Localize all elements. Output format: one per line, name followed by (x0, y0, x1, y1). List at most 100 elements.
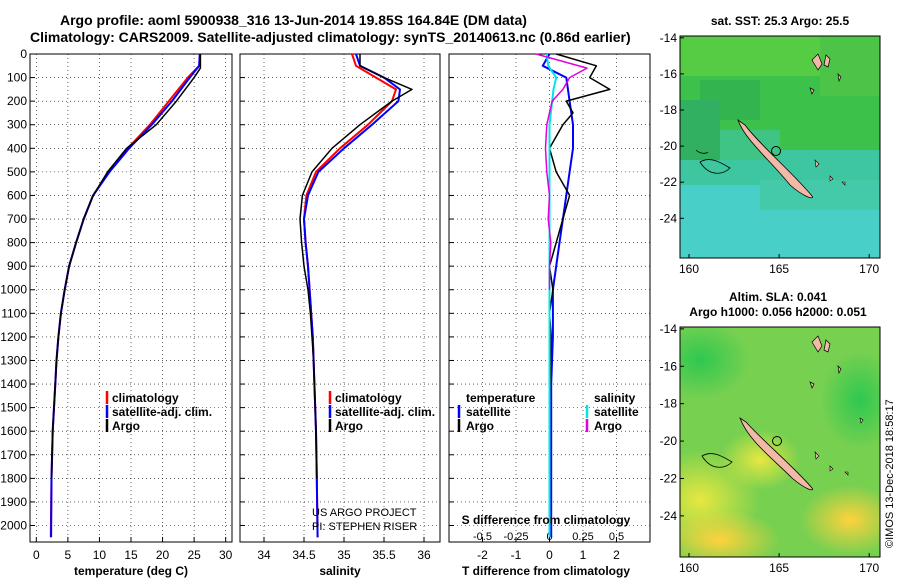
figure-title-line2: Climatology: CARS2009. Satellite-adjuste… (30, 29, 631, 45)
x-tick-label: 5 (65, 548, 72, 562)
legend-satellite-label: satellite-adj. clim. (335, 405, 435, 419)
map-x-tick-label: 165 (769, 561, 789, 575)
sst-map-image (680, 36, 880, 258)
imos-timestamp: ©IMOS 13-Dec-2018 18:58:17 (884, 399, 896, 548)
difference-xlabel: T difference from climatology (462, 564, 630, 578)
depth-tick-label: 1600 (0, 424, 27, 438)
sst-map-title: sat. SST: 25.3 Argo: 25.5 (711, 14, 850, 28)
x-tick-label: 2 (613, 548, 620, 562)
legend-argo-label: Argo (112, 419, 140, 433)
depth-tick-label: 1200 (0, 330, 27, 344)
x-tick-label: 0 (546, 548, 553, 562)
s-tick-label: 0.5 (609, 531, 624, 543)
depth-tick-label: 900 (7, 259, 27, 273)
salinity-series (299, 53, 413, 538)
legend-t-argo-label: Argo (466, 419, 494, 433)
depth-tick-label: 500 (7, 165, 27, 179)
map-y-tick-label: -20 (660, 139, 678, 153)
map-y-tick-label: -22 (660, 471, 678, 485)
temperature-grid (30, 53, 232, 542)
x-tick-label: 10 (93, 548, 107, 562)
sla-map-frame (679, 326, 881, 558)
sst-map-frame (679, 35, 881, 259)
depth-tick-label: 1000 (0, 283, 27, 297)
salinity-xlabel: salinity (319, 564, 361, 578)
difference-xlabel-top: S difference from climatology (462, 513, 631, 527)
salinity-legend: climatology satellite-adj. clim. Argo (328, 391, 435, 433)
sla-float-marker (772, 436, 782, 446)
x-tick-label: 25 (187, 548, 201, 562)
x-tick-label: 20 (156, 548, 170, 562)
depth-tick-label: 1800 (0, 471, 27, 485)
legend-t-satellite-label: satellite (466, 405, 511, 419)
depth-tick-label: 800 (7, 236, 27, 250)
legend-s-argo-label: Argo (594, 419, 622, 433)
map-x-tick-label: 165 (769, 262, 789, 276)
s-tick-label: 0.25 (572, 531, 593, 543)
map-x-tick-label: 170 (859, 561, 879, 575)
figure-title-line1: Argo profile: aoml 5900938_316 13-Jun-20… (60, 12, 527, 28)
sla-map-subtitle: Argo h1000: 0.056 h2000: 0.051 (689, 305, 867, 319)
legend-salinity-header: salinity (594, 391, 636, 405)
sst-map-axis: 160 165 170 -14 -16 -18 -20 -22 -24 (660, 31, 880, 276)
legend-s-satellite-label: satellite (594, 405, 639, 419)
depth-tick-label: 2000 (0, 518, 27, 532)
map-y-tick-label: -18 (660, 397, 678, 411)
map-y-tick-label: -18 (660, 103, 678, 117)
sla-map-image (680, 327, 880, 557)
project-credit: US ARGO PROJECT (312, 507, 417, 519)
depth-tick-label: 200 (7, 94, 27, 108)
pi-credit: PI: STEPHEN RISER (312, 521, 417, 533)
series-line-s-argo (535, 53, 588, 290)
difference-legend: temperature satellite Argo salinity sate… (457, 391, 639, 433)
legend-argo-label: Argo (335, 419, 363, 433)
x-tick-label: 1 (580, 548, 587, 562)
map-x-tick-label: 160 (679, 262, 699, 276)
x-tick-label: 30 (219, 548, 233, 562)
legend-climatology-label: climatology (112, 391, 179, 405)
legend-satellite-label: satellite-adj. clim. (112, 405, 212, 419)
salinity-axis: 34 34.5 35 35.5 36 (240, 53, 431, 562)
map-y-tick-label: -16 (660, 359, 678, 373)
temperature-series (49, 53, 202, 538)
s-tick-label: -0.5 (473, 531, 492, 543)
depth-tick-label: 1900 (0, 495, 27, 509)
depth-tick-label: 300 (7, 118, 27, 132)
depth-tick-label: 600 (7, 188, 27, 202)
salinity-panel (239, 53, 441, 543)
map-y-tick-label: -24 (660, 211, 678, 225)
salinity-grid (240, 53, 440, 542)
depth-tick-label: 400 (7, 141, 27, 155)
x-tick-label: 34 (257, 548, 271, 562)
x-tick-label: 0 (33, 548, 40, 562)
series-line-argo (299, 54, 413, 479)
depth-tick-label: 1100 (1, 306, 27, 320)
map-y-tick-label: -20 (660, 434, 678, 448)
map-y-tick-label: -24 (660, 509, 678, 523)
depth-tick-label: 1700 (0, 448, 27, 462)
depth-axis: 0 100 200 300 400 500 600 700 800 900 1000 1100 1200… (0, 47, 27, 532)
sla-map-title: Altim. SLA: 0.041 (729, 290, 827, 304)
depth-tick-label: 1300 (0, 353, 27, 367)
temperature-legend: climatology satellite-adj. clim. Argo (105, 391, 212, 433)
sla-map-axis: 160 165 170 -14 -16 -18 -20 -22 -24 (660, 322, 880, 575)
map-x-tick-label: 170 (859, 262, 879, 276)
x-tick-label: 35 (337, 548, 351, 562)
temperature-xlabel: temperature (deg C) (74, 564, 188, 578)
legend-temperature-header: temperature (466, 391, 536, 405)
depth-tick-label: 100 (7, 71, 27, 85)
x-tick-label: -2 (477, 548, 488, 562)
difference-axis: -2 -1 0 1 2-0.5 -0.25 0 0.25 0.5 (449, 53, 624, 562)
depth-tick-label: 1500 (0, 401, 27, 415)
difference-series (535, 53, 611, 538)
series-line-s-satellite (545, 53, 558, 538)
temperature-axis: 0 5 10 15 20 25 30 (30, 53, 233, 562)
depth-tick-label: 700 (7, 212, 27, 226)
x-tick-label: 36 (417, 548, 431, 562)
x-tick-label: -1 (511, 548, 522, 562)
map-y-tick-label: -22 (660, 175, 678, 189)
sst-float-marker (771, 146, 781, 156)
legend-climatology-label: climatology (335, 391, 402, 405)
x-tick-label: 15 (124, 548, 138, 562)
map-x-tick-label: 160 (679, 561, 699, 575)
